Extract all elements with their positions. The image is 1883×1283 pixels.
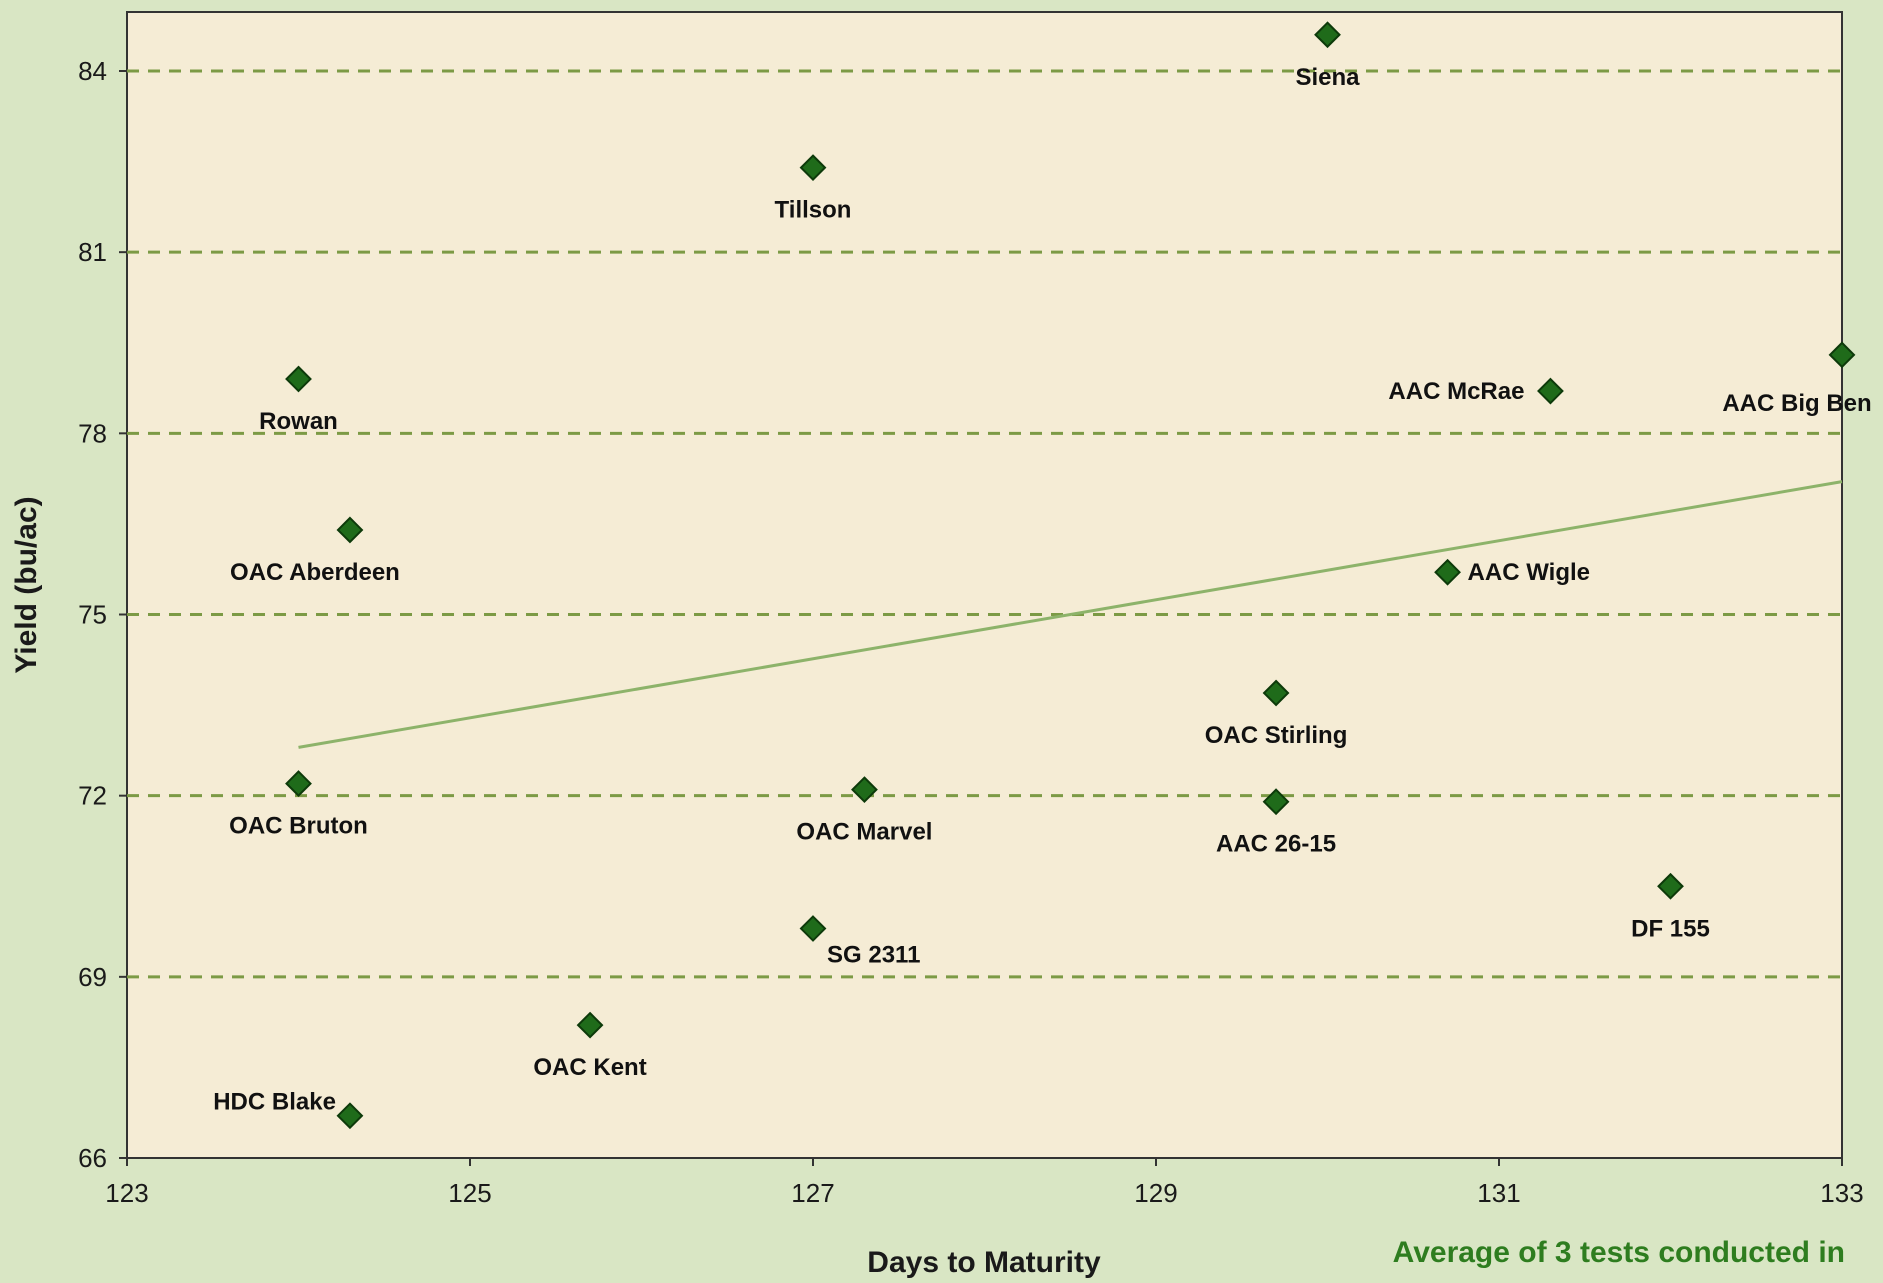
data-point-label: AAC 26-15 [1216, 831, 1336, 858]
data-point-label: OAC Marvel [796, 819, 932, 846]
x-axis-title: Days to Maturity [867, 1246, 1101, 1279]
data-point-label: SG 2311 [827, 942, 920, 969]
data-point-marker [799, 154, 827, 182]
data-point-label: DF 155 [1631, 915, 1710, 942]
trendline [298, 480, 1843, 749]
y-tick-label-72: 72 [78, 781, 107, 811]
data-point-marker [285, 770, 312, 798]
data-point-marker [285, 365, 312, 393]
data-point-label: OAC Aberdeen [230, 559, 400, 586]
x-tick-label-131: 131 [1477, 1178, 1520, 1208]
data-point-marker [1537, 377, 1564, 405]
data-point-marker [1262, 788, 1290, 816]
data-point-label: AAC Big Ben [1722, 390, 1871, 417]
x-tick-label-127: 127 [791, 1178, 834, 1208]
data-point-label: OAC Bruton [229, 813, 368, 840]
data-point-marker [799, 915, 827, 942]
footnote-text: Average of 3 tests conducted in [1393, 1236, 1845, 1269]
y-tick-label-84: 84 [78, 56, 107, 86]
y-axis-title: Yield (bu/ac) [10, 496, 43, 673]
data-point-label: Tillson [775, 197, 852, 224]
data-point-marker [851, 776, 878, 804]
data-point-marker [336, 1102, 364, 1130]
y-tick-label-78: 78 [78, 418, 107, 448]
data-point-label: Rowan [259, 408, 338, 435]
data-point-marker [1262, 679, 1290, 707]
data-point-label: HDC Blake [213, 1089, 336, 1116]
y-tick-label-66: 66 [78, 1143, 107, 1173]
data-points: Siena Tillson Rowan AAC McRae AAC Big Ben OAC… [213, 21, 1872, 1130]
data-point-marker [1828, 341, 1856, 369]
data-point-marker [576, 1011, 604, 1039]
data-point-marker [1657, 872, 1684, 900]
data-point-label: OAC Kent [533, 1054, 646, 1081]
y-tick-label-75: 75 [78, 600, 107, 630]
plot-area [126, 11, 1843, 1159]
data-point-marker [1314, 21, 1341, 49]
x-tick-label-123: 123 [105, 1178, 148, 1208]
gridlines [127, 69, 1842, 979]
data-point-marker [336, 516, 364, 544]
y-tick-label-69: 69 [78, 962, 107, 992]
data-point-label: OAC Stirling [1205, 722, 1348, 749]
y-tick-label-81: 81 [78, 237, 107, 267]
data-point-label: AAC Wigle [1468, 559, 1590, 586]
data-point-label: AAC McRae [1388, 378, 1524, 405]
trendline-group [298, 480, 1843, 749]
data-point-label: Siena [1295, 64, 1360, 91]
axis-ticks: 66 69 72 75 78 81 84 123 125 127 129 131 133 [78, 56, 1864, 1208]
x-tick-label-129: 129 [1134, 1178, 1177, 1208]
x-tick-label-133: 133 [1820, 1178, 1863, 1208]
data-point-marker [1434, 558, 1461, 586]
x-tick-label-125: 125 [448, 1178, 491, 1208]
